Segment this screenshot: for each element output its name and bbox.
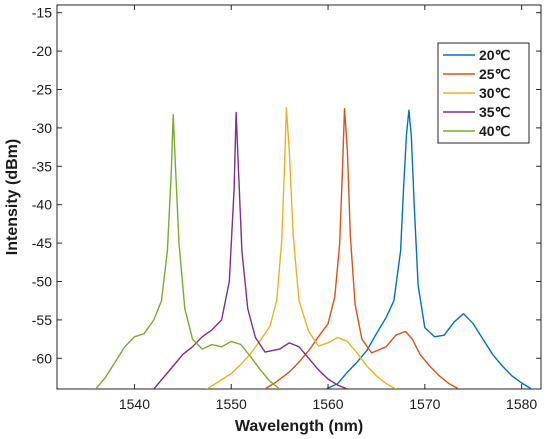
x-axis-title: Wavelength (nm) (235, 418, 363, 435)
y-axis-title: Intensity (dBm) (4, 139, 21, 255)
legend: 20℃ 25℃ 30℃ 35℃ 40℃ (438, 43, 529, 143)
y-tick-label: -55 (32, 312, 52, 328)
y-tick-label: -30 (32, 120, 52, 136)
x-tick-label: 1560 (312, 396, 343, 412)
y-tick-label: -45 (32, 235, 52, 251)
x-tick-label: 1550 (216, 396, 247, 412)
y-tick-label: -60 (32, 350, 52, 366)
x-tick-label: 1540 (119, 396, 150, 412)
y-tick-label: -50 (32, 273, 52, 289)
y-tick-label: -35 (32, 158, 52, 174)
y-tick-label: -25 (32, 81, 52, 97)
legend-label-1: 20℃ (479, 47, 511, 63)
x-tick-label: 1580 (506, 396, 537, 412)
y-tick-label: -15 (32, 5, 52, 21)
legend-label-3: 30℃ (479, 85, 511, 101)
y-tick-label: -20 (32, 43, 52, 59)
legend-label-5: 40℃ (479, 123, 511, 139)
x-tick-label: 1570 (409, 396, 440, 412)
y-tick-label: -40 (32, 197, 52, 213)
legend-label-2: 25℃ (479, 66, 511, 82)
legend-label-4: 35℃ (479, 104, 511, 120)
